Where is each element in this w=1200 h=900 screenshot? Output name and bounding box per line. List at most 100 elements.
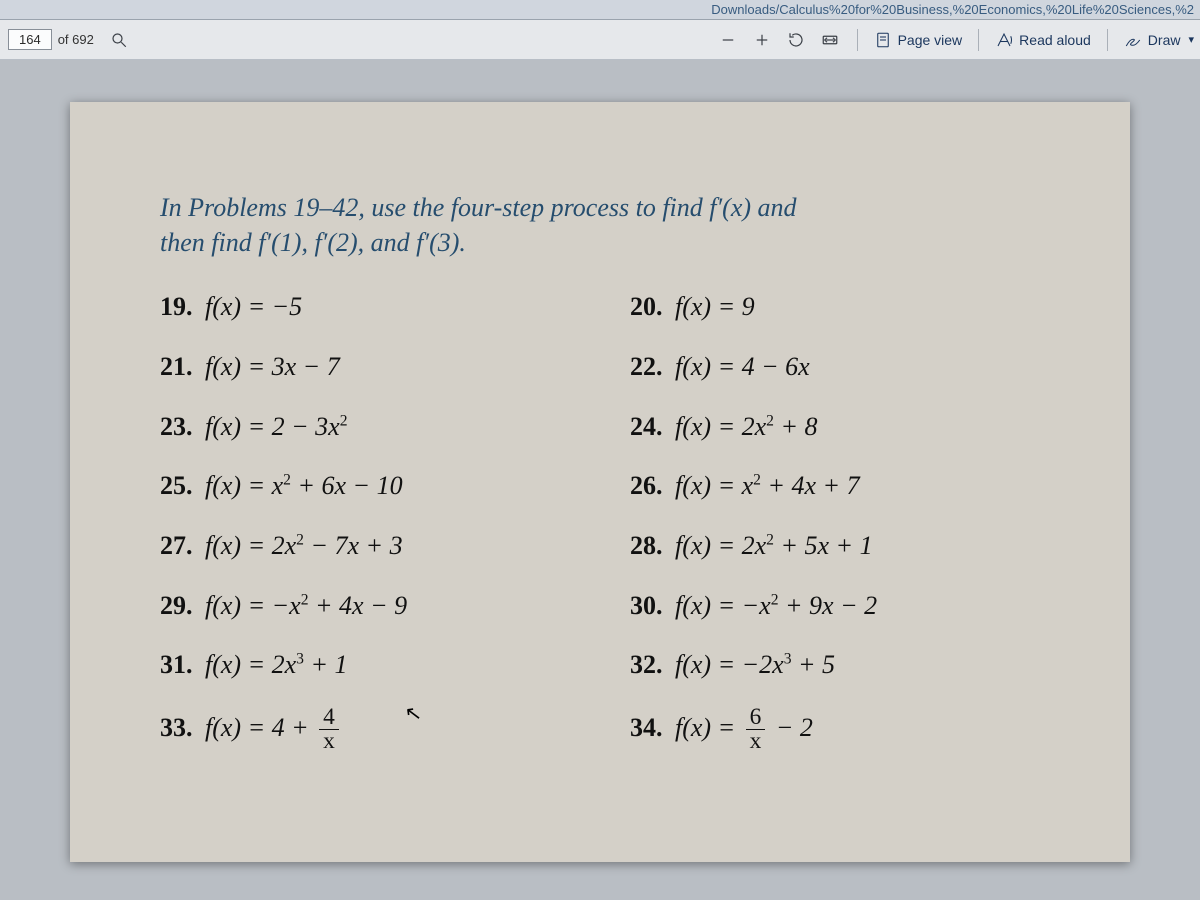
page-view-label: Page view [898,32,963,48]
problem-number: 26. [630,471,663,500]
draw-icon [1124,31,1142,49]
page-view-icon [874,31,892,49]
exponent: 2 [296,531,304,548]
problem-expression: f(x) = x2 + 4x + 7 [675,471,860,500]
read-aloud-icon [995,31,1013,49]
toolbar-separator [857,29,858,51]
exponent: 2 [301,591,309,608]
problem-expression: f(x) = −2x3 + 5 [675,650,835,679]
problem-expression: f(x) = x2 + 6x − 10 [205,471,403,500]
problem-number: 32. [630,650,663,679]
expr-part: f(x) = [675,713,742,742]
expr-part: f(x) = 2x [675,412,766,441]
expr-part: f(x) = x [205,471,283,500]
instructions-line2: then find f′(1), f′(2), and f′(3). [160,228,466,257]
expr-part: f(x) = −2x [675,650,784,679]
problem-set-instructions: In Problems 19–42, use the four-step pro… [160,190,1060,260]
exponent: 2 [283,472,291,489]
problem-expression: f(x) = 2x2 + 8 [675,412,818,441]
exponent: 3 [296,651,304,668]
pdf-page: In Problems 19–42, use the four-step pro… [70,102,1130,862]
problem-number: 20. [630,292,663,321]
problem-number: 25. [160,471,193,500]
expr-part: + 5x + 1 [774,531,873,560]
expr-part: f(x) = 2 − 3x [205,412,340,441]
problem-expression: f(x) = 2x3 + 1 [205,650,348,679]
problem-31: 31. f(x) = 2x3 + 1 [160,646,590,684]
problem-expression: f(x) = 2x2 − 7x + 3 [205,531,403,560]
exponent: 2 [340,412,348,429]
problem-expression: f(x) = 2x2 + 5x + 1 [675,531,873,560]
problem-expression: f(x) = −5 [205,292,302,321]
read-aloud-button[interactable]: Read aloud [989,29,1097,51]
fraction-denominator: x [319,730,339,753]
problem-27: 27. f(x) = 2x2 − 7x + 3 [160,527,590,565]
problem-23: 23. f(x) = 2 − 3x2 [160,408,590,446]
problem-expression: f(x) = −x2 + 9x − 2 [675,591,877,620]
expr-part: f(x) = −x [205,591,301,620]
problem-20: 20. f(x) = 9 [630,288,1060,326]
exponent: 2 [771,591,779,608]
expr-part: + 8 [774,412,818,441]
problem-list: 19. f(x) = −5 20. f(x) = 9 21. f(x) = 3x… [160,288,1060,754]
fraction: 6x [746,706,766,754]
problem-expression: f(x) = −x2 + 4x − 9 [205,591,407,620]
expr-part: f(x) = x [675,471,753,500]
zoom-in-icon[interactable] [751,29,773,51]
draw-label: Draw [1148,32,1181,48]
problem-26: 26. f(x) = x2 + 4x + 7 [630,467,1060,505]
problem-number: 29. [160,591,193,620]
page-view-button[interactable]: Page view [868,29,969,51]
expr-part: + 4x + 7 [761,471,860,500]
rotate-icon[interactable] [785,29,807,51]
fit-width-icon[interactable] [819,29,841,51]
problem-number: 31. [160,650,193,679]
fraction: 4x [319,706,339,754]
problem-29: 29. f(x) = −x2 + 4x − 9 [160,587,590,625]
address-bar-fragment: Downloads/Calculus%20for%20Business,%20E… [0,0,1200,20]
search-icon[interactable] [108,29,130,51]
zoom-out-icon[interactable] [717,29,739,51]
problem-24: 24. f(x) = 2x2 + 8 [630,408,1060,446]
expr-part: + 5 [792,650,836,679]
fraction-denominator: x [746,730,766,753]
problem-number: 34. [630,713,663,742]
problem-22: 22. f(x) = 4 − 6x [630,348,1060,386]
problem-expression: f(x) = 4 − 6x [675,352,810,381]
exponent: 2 [766,412,774,429]
problem-33: 33. f(x) = 4 + 4x ↖ [160,706,590,754]
cursor-icon: ↖ [403,699,424,730]
toolbar-separator [1107,29,1108,51]
pdf-viewport[interactable]: In Problems 19–42, use the four-step pro… [0,60,1200,900]
problem-21: 21. f(x) = 3x − 7 [160,348,590,386]
toolbar-separator [978,29,979,51]
expr-part: f(x) = −x [675,591,771,620]
expr-part: − 7x + 3 [304,531,403,560]
expr-part: f(x) = 4 + [205,713,315,742]
expr-part: + 6x − 10 [291,471,403,500]
problem-expression: f(x) = 4 + 4x [205,713,343,742]
problem-25: 25. f(x) = x2 + 6x − 10 [160,467,590,505]
problem-30: 30. f(x) = −x2 + 9x − 2 [630,587,1060,625]
draw-button[interactable]: Draw ▾ [1118,29,1200,51]
problem-number: 27. [160,531,193,560]
problem-number: 28. [630,531,663,560]
problem-number: 22. [630,352,663,381]
current-page-input[interactable]: 164 [8,29,52,50]
read-aloud-label: Read aloud [1019,32,1091,48]
problem-expression: f(x) = 6x − 2 [675,713,813,742]
exponent: 2 [753,472,761,489]
instructions-line1: In Problems 19–42, use the four-step pro… [160,193,797,222]
problem-number: 23. [160,412,193,441]
expr-part: f(x) = 2x [205,650,296,679]
problem-number: 19. [160,292,193,321]
problem-expression: f(x) = 2 − 3x2 [205,412,348,441]
exponent: 2 [766,531,774,548]
problem-number: 21. [160,352,193,381]
problem-number: 30. [630,591,663,620]
problem-32: 32. f(x) = −2x3 + 5 [630,646,1060,684]
expr-part: f(x) = 2x [205,531,296,560]
expr-part: + 4x − 9 [309,591,408,620]
expr-part: f(x) = 2x [675,531,766,560]
problem-19: 19. f(x) = −5 [160,288,590,326]
